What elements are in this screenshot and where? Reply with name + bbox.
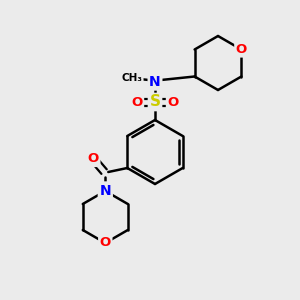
Text: O: O [167, 95, 178, 109]
Text: O: O [100, 236, 111, 250]
Text: N: N [100, 183, 111, 197]
Text: N: N [100, 184, 111, 198]
Text: O: O [236, 43, 247, 56]
Text: N: N [149, 75, 161, 89]
Text: CH₃: CH₃ [122, 73, 142, 83]
Text: O: O [88, 152, 99, 166]
Text: O: O [131, 95, 142, 109]
Text: S: S [149, 94, 161, 110]
